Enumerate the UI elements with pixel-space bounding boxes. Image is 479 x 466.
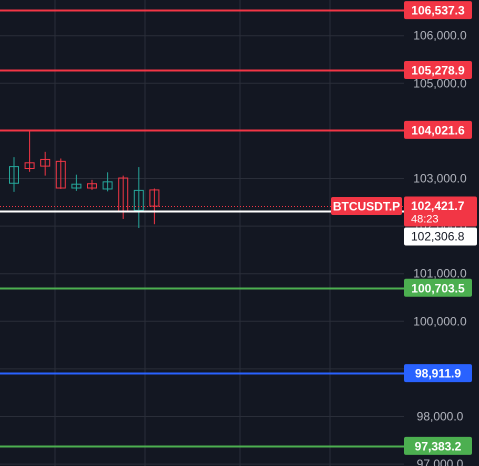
price-axis-tick-label: 105,000.0 [413, 76, 467, 90]
level-price-label-bg [404, 278, 472, 297]
candle-body[interactable] [71, 183, 82, 189]
level-price-label-bg [404, 436, 472, 455]
candle-body[interactable] [24, 162, 35, 170]
level-price-label-bg [404, 61, 472, 80]
candle-body[interactable] [9, 166, 19, 184]
candle-body[interactable] [102, 181, 113, 190]
level-price-label: 98,911.9 [415, 367, 461, 381]
candle-body[interactable] [149, 189, 160, 207]
price-axis-tick-label: 101,000.0 [413, 267, 467, 281]
candle-countdown: 48:23 [411, 214, 439, 226]
price-axis-tick-label: 100,000.0 [413, 314, 467, 328]
marker-price-label: 102,306.8 [411, 230, 465, 244]
marker-price-label-bg [404, 227, 477, 246]
candle-body[interactable] [55, 160, 66, 189]
level-price-label-bg [404, 120, 472, 139]
current-price-label: 102,421.7 [411, 199, 465, 213]
current-price-label-bg [404, 196, 477, 227]
level-price-label: 105,278.9 [411, 64, 465, 78]
level-price-label-bg [404, 364, 472, 383]
level-price-label: 100,703.5 [411, 281, 465, 295]
symbol-badge-bg [331, 197, 402, 215]
price-axis-tick-label: 106,000.0 [413, 29, 467, 43]
symbol-badge: BTCUSDT.P [333, 200, 400, 214]
level-price-label-bg [404, 1, 472, 20]
candle-body[interactable] [87, 183, 97, 189]
candle-body[interactable] [133, 189, 144, 211]
level-price-label: 106,537.3 [411, 4, 465, 18]
price-axis-tick-label: 98,000.0 [417, 409, 464, 423]
price-axis-tick-label: 97,000.0 [417, 457, 464, 466]
level-price-label: 104,021.6 [411, 123, 465, 137]
price-axis-tick-label: 103,000.0 [413, 171, 467, 185]
level-price-label: 97,383.2 [415, 439, 462, 453]
candle-body[interactable] [40, 158, 51, 167]
